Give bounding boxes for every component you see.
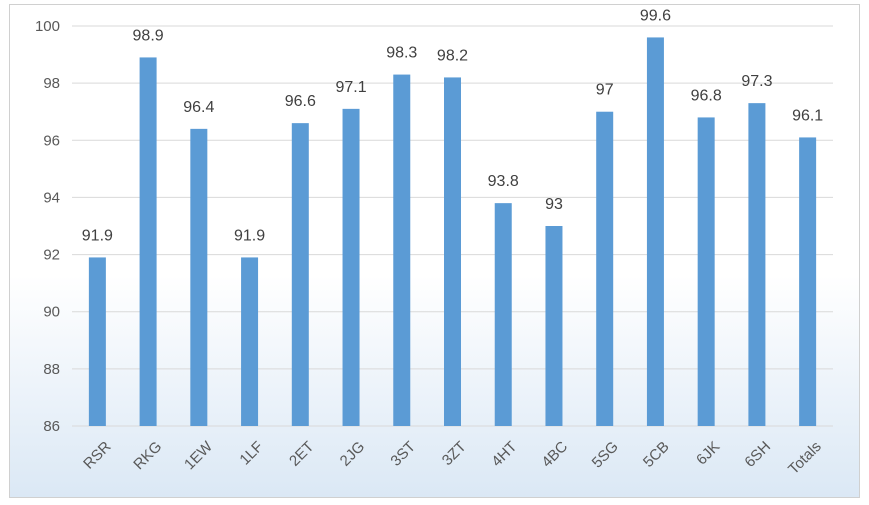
y-tick-label: 94 bbox=[43, 189, 60, 206]
data-label-4HT: 93.8 bbox=[488, 173, 519, 190]
data-labels: 91.9 98.9 96.4 91.9 96.6 97.1 98.3 98.2 93.8 93 97… bbox=[82, 7, 824, 244]
bar-4BC bbox=[545, 226, 563, 426]
data-label-2ET: 96.6 bbox=[285, 93, 316, 110]
data-label-5CB: 99.6 bbox=[640, 7, 671, 24]
data-label-1EW: 96.4 bbox=[183, 99, 214, 116]
bar-6SH bbox=[748, 103, 766, 427]
bar-1EW bbox=[190, 128, 208, 426]
bar-4HT bbox=[494, 203, 512, 426]
bars bbox=[88, 37, 817, 427]
bar-1LF bbox=[241, 257, 259, 426]
data-label-3ST: 98.3 bbox=[386, 45, 417, 62]
data-label-Totals: 96.1 bbox=[792, 107, 823, 124]
chart-frame bbox=[9, 4, 860, 498]
data-label-6SH: 97.3 bbox=[741, 73, 772, 90]
data-label-6JK: 96.8 bbox=[691, 87, 722, 104]
y-tick-label: 92 bbox=[43, 247, 60, 264]
bar-5CB bbox=[646, 37, 664, 427]
y-tick-label: 96 bbox=[43, 132, 60, 149]
bar-2ET bbox=[291, 123, 309, 427]
y-tick-label: 86 bbox=[43, 418, 60, 435]
chart-background bbox=[10, 5, 859, 497]
bar-5SG bbox=[596, 111, 614, 426]
data-label-3ZT: 98.2 bbox=[437, 47, 468, 64]
bar-RSR bbox=[88, 257, 106, 426]
data-label-2JG: 97.1 bbox=[335, 79, 366, 96]
y-tick-label: 90 bbox=[43, 304, 60, 321]
data-label-4BC: 93 bbox=[545, 196, 563, 213]
bar-2JG bbox=[342, 108, 360, 426]
y-tick-label: 98 bbox=[43, 75, 60, 92]
y-tick-label: 88 bbox=[43, 361, 60, 378]
bar-3ST bbox=[393, 74, 411, 427]
data-label-1LF: 91.9 bbox=[234, 227, 265, 244]
y-axis-ticks: 86 88 90 92 94 96 98 100 bbox=[35, 18, 60, 435]
bar-RKG bbox=[139, 57, 157, 427]
data-label-RSR: 91.9 bbox=[82, 227, 113, 244]
bar-3ZT bbox=[444, 77, 461, 426]
data-label-5SG: 97 bbox=[596, 82, 614, 99]
y-tick-label: 100 bbox=[35, 18, 60, 35]
data-label-RKG: 98.9 bbox=[133, 27, 164, 44]
bar-Totals bbox=[799, 137, 817, 426]
bar-6JK bbox=[697, 117, 715, 426]
